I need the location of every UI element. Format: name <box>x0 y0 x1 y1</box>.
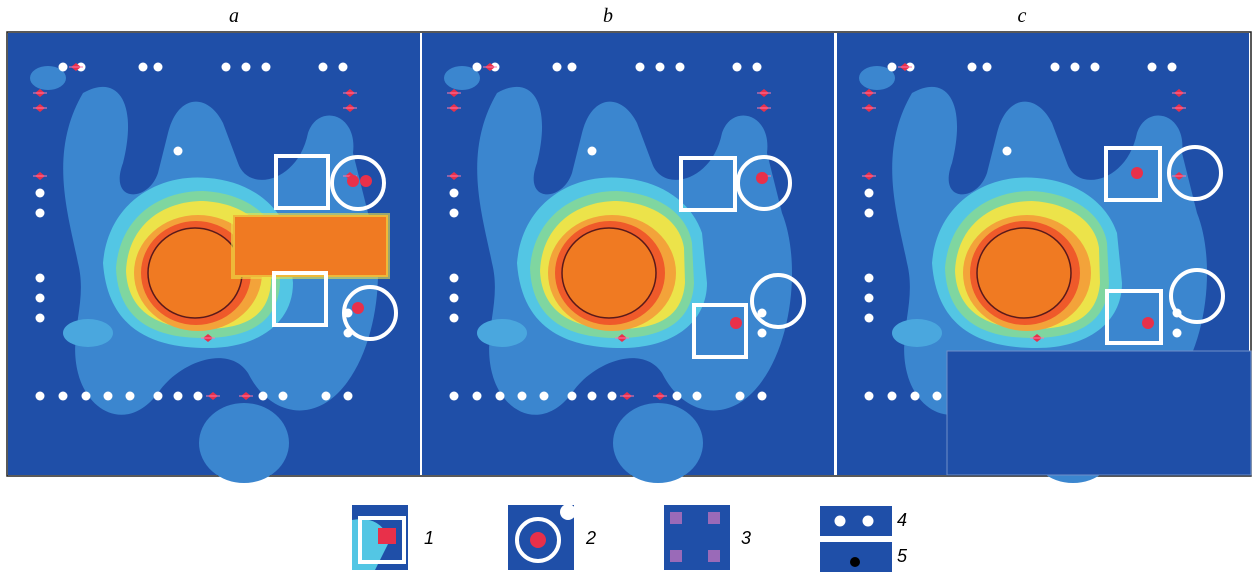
legend-label: 2 <box>585 528 596 548</box>
frame <box>6 31 1252 477</box>
panel-label: a <box>229 5 239 27</box>
panel-label: c <box>1018 5 1027 27</box>
legend-icon-4 <box>820 506 892 536</box>
panel-a-image <box>8 33 420 483</box>
legend-icon-2 <box>508 504 576 570</box>
legend-label: 4 <box>897 510 907 530</box>
panel-label: b <box>603 5 613 27</box>
panel-c-image <box>837 33 1252 483</box>
legend-icon-3 <box>664 505 730 570</box>
legend-icon-1 <box>352 505 408 570</box>
legend-label: 1 <box>424 528 434 548</box>
legend-label: 5 <box>897 546 908 566</box>
legend-icon-5 <box>820 542 892 572</box>
legend-label: 3 <box>741 528 751 548</box>
panel-b-image <box>422 33 834 483</box>
